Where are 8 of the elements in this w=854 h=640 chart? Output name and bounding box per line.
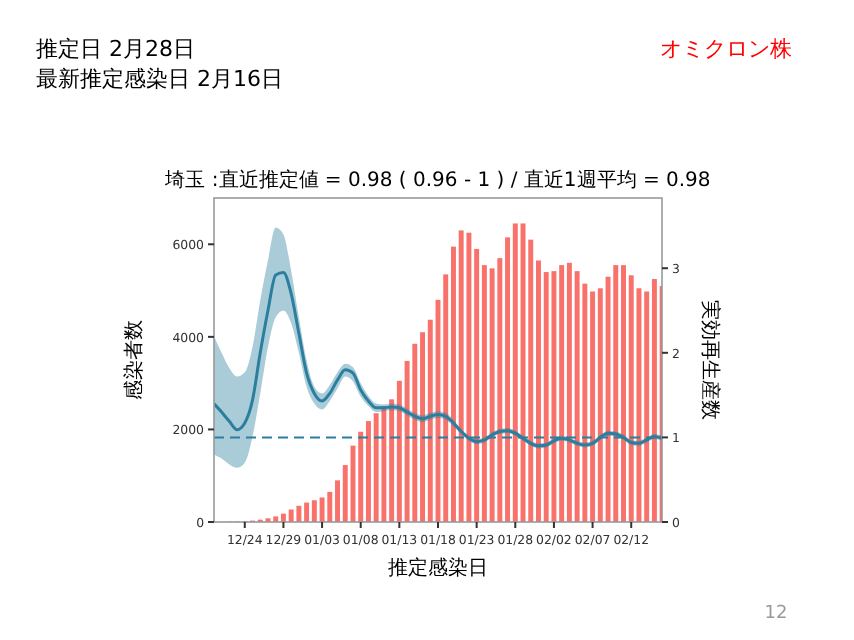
y2-axis-title: 実効再生産数 [698,300,722,420]
text: オミクロン株 [660,36,792,62]
x-axis-title: 推定感染日 [388,556,488,580]
text: 12 [764,604,788,624]
text: 最新推定感染日 2月16日 [36,66,283,92]
y-axis-title: 感染者数 [122,320,146,400]
chart-title: 埼玉 :直近推定値 = 0.98 ( 0.96 - 1 ) / 直近1週平均 = 0.98 [163,168,711,192]
text: 推定日 2月28日 [36,36,195,62]
